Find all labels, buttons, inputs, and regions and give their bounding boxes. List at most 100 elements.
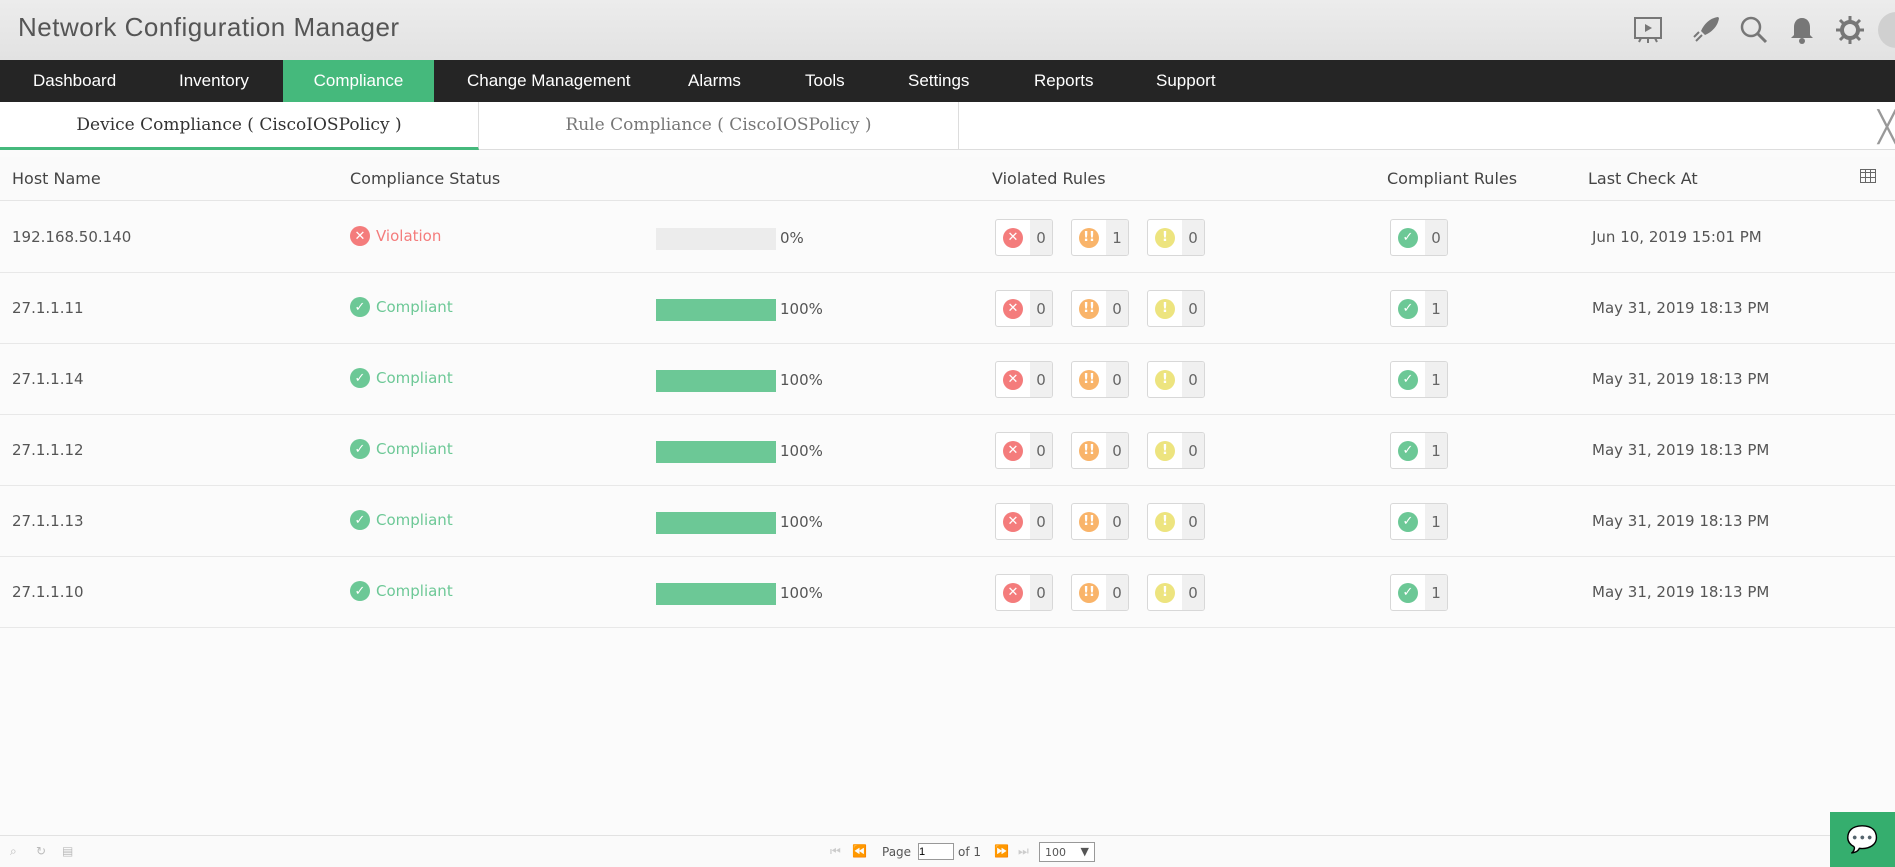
table-row[interactable]: 27.1.1.12 ✓ Compliant 100% ✕ 0 !! 0 ! 0 ✓ 1 M…: [0, 415, 1895, 486]
next-page-icon[interactable]: ⏩: [994, 844, 1009, 858]
high-severity-badge[interactable]: ✕ 0: [995, 432, 1053, 469]
low-severity-icon: !: [1155, 582, 1175, 603]
nav-inventory[interactable]: Inventory: [179, 71, 249, 90]
nav-support[interactable]: Support: [1156, 71, 1216, 90]
col-compliant-rules[interactable]: Compliant Rules: [1387, 169, 1518, 188]
status-label: Compliant: [376, 511, 453, 529]
medium-severity-badge[interactable]: !! 1: [1071, 219, 1129, 256]
chat-button[interactable]: 💬: [1830, 812, 1895, 867]
low-severity-badge[interactable]: ! 0: [1147, 219, 1205, 256]
col-compliance-status[interactable]: Compliance Status: [350, 169, 501, 188]
table-row[interactable]: 27.1.1.11 ✓ Compliant 100% ✕ 0 !! 0 ! 0 ✓ 1 M…: [0, 273, 1895, 344]
rocket-icon[interactable]: [1690, 14, 1722, 46]
compliant-rules-badge[interactable]: ✓ 1: [1390, 432, 1448, 469]
avatar[interactable]: [1878, 12, 1895, 48]
high-severity-badge[interactable]: ✕ 0: [995, 219, 1053, 256]
compliance-percent: 100%: [780, 300, 823, 318]
host-name[interactable]: 27.1.1.14: [12, 370, 84, 388]
low-severity-badge[interactable]: ! 0: [1147, 574, 1205, 611]
first-page-icon[interactable]: ⏮: [830, 844, 841, 858]
medium-severity-badge[interactable]: !! 0: [1071, 361, 1129, 398]
high-severity-count: 0: [1030, 575, 1052, 610]
nav-tools[interactable]: Tools: [805, 71, 845, 90]
tab-rule-compliance[interactable]: Rule Compliance ( CiscoIOSPolicy ): [479, 102, 959, 150]
page-label: Page: [882, 845, 912, 859]
low-severity-badge[interactable]: ! 0: [1147, 432, 1205, 469]
table-row[interactable]: 27.1.1.10 ✓ Compliant 100% ✕ 0 !! 0 ! 0 ✓ 1 M…: [0, 557, 1895, 628]
low-severity-icon: !: [1155, 298, 1175, 319]
table-row[interactable]: 27.1.1.14 ✓ Compliant 100% ✕ 0 !! 0 ! 0 ✓ 1 M…: [0, 344, 1895, 415]
host-name[interactable]: 192.168.50.140: [12, 228, 132, 246]
nav-alarms[interactable]: Alarms: [688, 71, 741, 90]
low-severity-badge[interactable]: ! 0: [1147, 503, 1205, 540]
low-severity-count: 0: [1182, 504, 1204, 539]
host-name[interactable]: 27.1.1.13: [12, 512, 84, 530]
last-check-at: May 31, 2019 18:13 PM: [1592, 299, 1770, 317]
close-icon[interactable]: ╳: [1878, 110, 1895, 145]
low-severity-count: 0: [1182, 362, 1204, 397]
search-icon[interactable]: [1738, 14, 1770, 46]
compliance-percent: 100%: [780, 442, 823, 460]
bell-icon[interactable]: [1786, 14, 1818, 46]
compliant-rules-badge[interactable]: ✓ 0: [1390, 219, 1448, 256]
compliant-rules-icon: ✓: [1398, 511, 1418, 532]
high-severity-count: 0: [1030, 362, 1052, 397]
compliant-rules-badge[interactable]: ✓ 1: [1390, 290, 1448, 327]
low-severity-badge[interactable]: ! 0: [1147, 361, 1205, 398]
nav-compliance[interactable]: Compliance: [283, 60, 434, 102]
low-severity-badge[interactable]: ! 0: [1147, 290, 1205, 327]
high-severity-icon: ✕: [1003, 511, 1023, 532]
compliant-rules-count: 1: [1425, 433, 1447, 468]
compliant-rules-count: 1: [1425, 291, 1447, 326]
prev-page-icon[interactable]: ⏪: [852, 844, 867, 858]
medium-severity-badge[interactable]: !! 0: [1071, 503, 1129, 540]
medium-severity-badge[interactable]: !! 0: [1071, 290, 1129, 327]
col-host-name[interactable]: Host Name: [12, 169, 101, 188]
page-size-select[interactable]: 100 ▼: [1039, 842, 1095, 862]
page-input[interactable]: [918, 843, 954, 860]
tab-device-compliance[interactable]: Device Compliance ( CiscoIOSPolicy ): [0, 102, 479, 150]
export-icon[interactable]: ▤: [62, 844, 74, 858]
medium-severity-badge[interactable]: !! 0: [1071, 574, 1129, 611]
compliant-rules-icon: ✓: [1398, 369, 1418, 390]
col-violated-rules[interactable]: Violated Rules: [992, 169, 1106, 188]
nav-change-management[interactable]: Change Management: [467, 71, 631, 90]
compliant-rules-count: 1: [1425, 504, 1447, 539]
high-severity-icon: ✕: [1003, 369, 1023, 390]
high-severity-badge[interactable]: ✕ 0: [995, 503, 1053, 540]
medium-severity-icon: !!: [1079, 369, 1099, 390]
table-row[interactable]: 27.1.1.13 ✓ Compliant 100% ✕ 0 !! 0 ! 0 ✓ 1 M…: [0, 486, 1895, 557]
col-last-check-at[interactable]: Last Check At: [1588, 169, 1698, 188]
compliance-status: ✕ Violation: [350, 226, 441, 246]
high-severity-badge[interactable]: ✕ 0: [995, 574, 1053, 611]
compliant-rules-badge[interactable]: ✓ 1: [1390, 574, 1448, 611]
compliant-rules-badge[interactable]: ✓ 1: [1390, 361, 1448, 398]
last-page-icon[interactable]: ⏭: [1018, 844, 1029, 858]
last-check-at: May 31, 2019 18:13 PM: [1592, 583, 1770, 601]
nav-settings[interactable]: Settings: [908, 71, 970, 90]
nav-reports[interactable]: Reports: [1034, 71, 1094, 90]
high-severity-badge[interactable]: ✕ 0: [995, 361, 1053, 398]
refresh-icon[interactable]: ↻: [36, 844, 47, 858]
compliant-rules-badge[interactable]: ✓ 1: [1390, 503, 1448, 540]
host-name[interactable]: 27.1.1.11: [12, 299, 84, 317]
medium-severity-count: 0: [1106, 433, 1128, 468]
compliant-icon: ✓: [350, 368, 370, 388]
gear-icon[interactable]: [1834, 14, 1866, 46]
presentation-icon[interactable]: [1632, 14, 1664, 46]
host-name[interactable]: 27.1.1.12: [12, 441, 84, 459]
compliant-rules-icon: ✓: [1398, 298, 1418, 319]
column-chooser-icon[interactable]: [1860, 169, 1876, 183]
medium-severity-badge[interactable]: !! 0: [1071, 432, 1129, 469]
last-check-at: May 31, 2019 18:13 PM: [1592, 441, 1770, 459]
high-severity-badge[interactable]: ✕ 0: [995, 290, 1053, 327]
medium-severity-count: 0: [1106, 504, 1128, 539]
low-severity-icon: !: [1155, 369, 1175, 390]
nav-dashboard[interactable]: Dashboard: [33, 71, 117, 90]
search-icon[interactable]: ⌕: [10, 844, 17, 858]
compliant-rules-count: 0: [1425, 220, 1447, 255]
compliant-rules-icon: ✓: [1398, 440, 1418, 461]
table-row[interactable]: 192.168.50.140 ✕ Violation 0% ✕ 0 !! 1 ! 0 ✓…: [0, 202, 1895, 273]
host-name[interactable]: 27.1.1.10: [12, 583, 84, 601]
last-check-at: May 31, 2019 18:13 PM: [1592, 370, 1770, 388]
